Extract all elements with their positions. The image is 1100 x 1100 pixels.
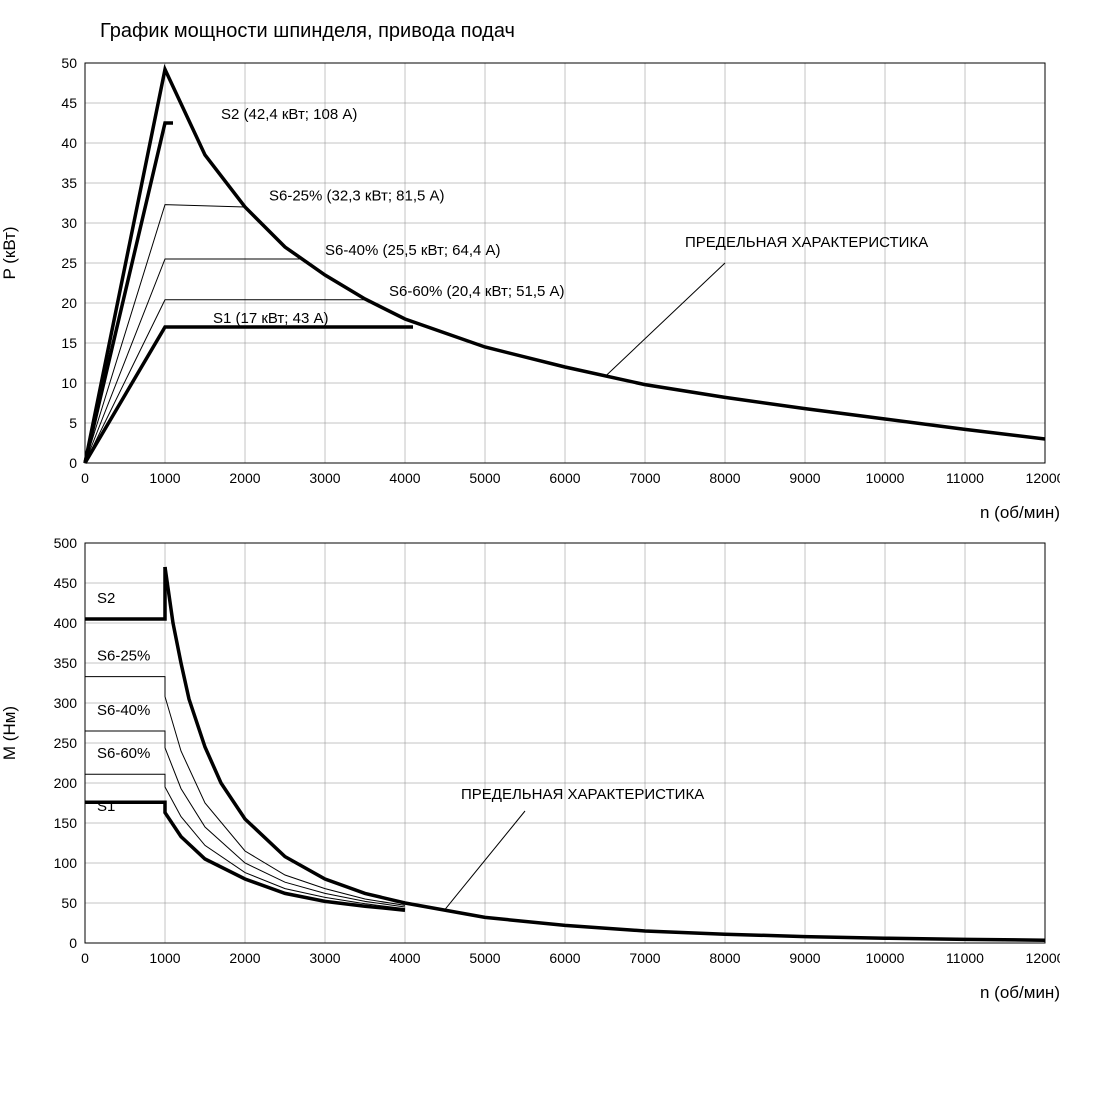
svg-text:15: 15 (61, 335, 77, 351)
callout-text: ПРЕДЕЛЬНАЯ ХАРАКТЕРИСТИКА (461, 786, 704, 803)
svg-text:0: 0 (69, 455, 77, 471)
series-label: S1 (17 кВт; 43 А) (213, 310, 329, 327)
svg-text:350: 350 (54, 655, 78, 671)
svg-text:8000: 8000 (709, 950, 740, 966)
svg-text:3000: 3000 (309, 470, 340, 486)
svg-text:9000: 9000 (789, 950, 820, 966)
svg-text:500: 500 (54, 535, 78, 551)
svg-text:5: 5 (69, 415, 77, 431)
series-label: S6-60% (20,4 кВт; 51,5 A) (389, 283, 565, 300)
power-chart-svg: 0100020003000400050006000700080009000100… (20, 53, 1060, 493)
svg-text:6000: 6000 (549, 470, 580, 486)
svg-text:8000: 8000 (709, 470, 740, 486)
svg-text:12000: 12000 (1026, 950, 1060, 966)
svg-text:12000: 12000 (1026, 470, 1060, 486)
svg-text:0: 0 (69, 935, 77, 951)
svg-text:5000: 5000 (469, 950, 500, 966)
callout-line (605, 263, 725, 377)
svg-text:1000: 1000 (149, 470, 180, 486)
torque-chart-svg: 0100020003000400050006000700080009000100… (20, 533, 1060, 973)
svg-text:11000: 11000 (946, 470, 984, 486)
svg-text:40: 40 (61, 135, 77, 151)
svg-text:10: 10 (61, 375, 77, 391)
power-x-axis-label: n (об/мин) (980, 503, 1060, 523)
svg-text:25: 25 (61, 255, 77, 271)
series-label: S6-60% (97, 745, 150, 762)
svg-text:2000: 2000 (229, 470, 260, 486)
series-label: S6-40% (25,5 кВт; 64,4 A) (325, 242, 501, 259)
svg-text:9000: 9000 (789, 470, 820, 486)
series-label: S1 (97, 798, 115, 815)
svg-text:7000: 7000 (629, 950, 660, 966)
svg-text:200: 200 (54, 775, 78, 791)
svg-text:35: 35 (61, 175, 77, 191)
svg-text:7000: 7000 (629, 470, 660, 486)
page-title: График мощности шпинделя, привода подач (100, 20, 1080, 43)
svg-text:11000: 11000 (946, 950, 984, 966)
svg-text:45: 45 (61, 95, 77, 111)
series-label: S2 (97, 590, 115, 607)
series-label: S6-25% (32,3 кВт; 81,5 A) (269, 188, 445, 205)
series-label: S6-25% (97, 648, 150, 665)
svg-text:450: 450 (54, 575, 78, 591)
power-y-axis-label: P (кВт) (0, 226, 20, 279)
series-label: S6-40% (97, 702, 150, 719)
series-S6-40 (85, 259, 301, 463)
svg-text:4000: 4000 (389, 950, 420, 966)
callout-text: ПРЕДЕЛЬНАЯ ХАРАКТЕРИСТИКА (685, 234, 928, 251)
torque-chart: M (Нм) 010002000300040005000600070008000… (20, 533, 1060, 973)
power-chart: P (кВт) 01000200030004000500060007000800… (20, 53, 1060, 493)
svg-text:20: 20 (61, 295, 77, 311)
series-S2 (85, 123, 173, 463)
svg-text:50: 50 (61, 55, 77, 71)
svg-text:300: 300 (54, 695, 78, 711)
series-S1 (85, 327, 413, 463)
svg-text:400: 400 (54, 615, 78, 631)
svg-text:4000: 4000 (389, 470, 420, 486)
svg-text:1000: 1000 (149, 950, 180, 966)
svg-text:10000: 10000 (866, 470, 905, 486)
svg-text:2000: 2000 (229, 950, 260, 966)
svg-text:10000: 10000 (866, 950, 905, 966)
svg-text:100: 100 (54, 855, 78, 871)
torque-y-axis-label: M (Нм) (0, 706, 20, 760)
svg-text:150: 150 (54, 815, 78, 831)
svg-text:0: 0 (81, 950, 89, 966)
svg-text:50: 50 (61, 895, 77, 911)
svg-text:0: 0 (81, 470, 89, 486)
svg-text:5000: 5000 (469, 470, 500, 486)
svg-text:6000: 6000 (549, 950, 580, 966)
svg-text:250: 250 (54, 735, 78, 751)
series-label: S2 (42,4 кВт; 108 A) (221, 106, 357, 123)
svg-text:3000: 3000 (309, 950, 340, 966)
svg-text:30: 30 (61, 215, 77, 231)
torque-x-axis-label: n (об/мин) (980, 983, 1060, 1003)
